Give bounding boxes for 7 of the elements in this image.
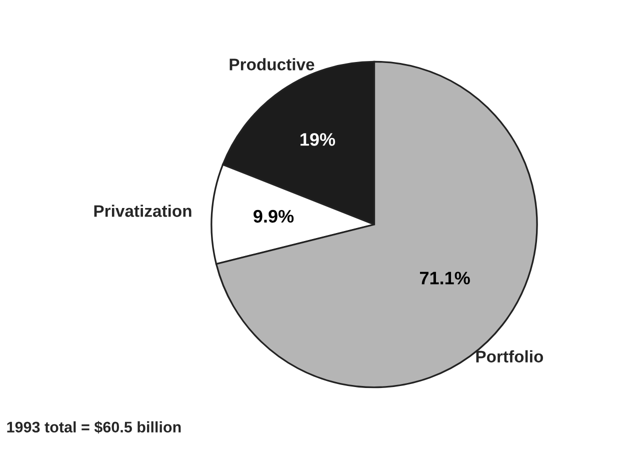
slice-label: Productive xyxy=(230,58,314,70)
data-label: 19% xyxy=(300,133,336,146)
slice-label: Privatization xyxy=(94,204,192,217)
data-label: 9.9% xyxy=(254,210,294,223)
slice-label: Portfolio xyxy=(476,350,544,362)
data-label: 71.1% xyxy=(420,272,470,284)
text: 1993 total = $60.5 billion xyxy=(7,421,181,434)
